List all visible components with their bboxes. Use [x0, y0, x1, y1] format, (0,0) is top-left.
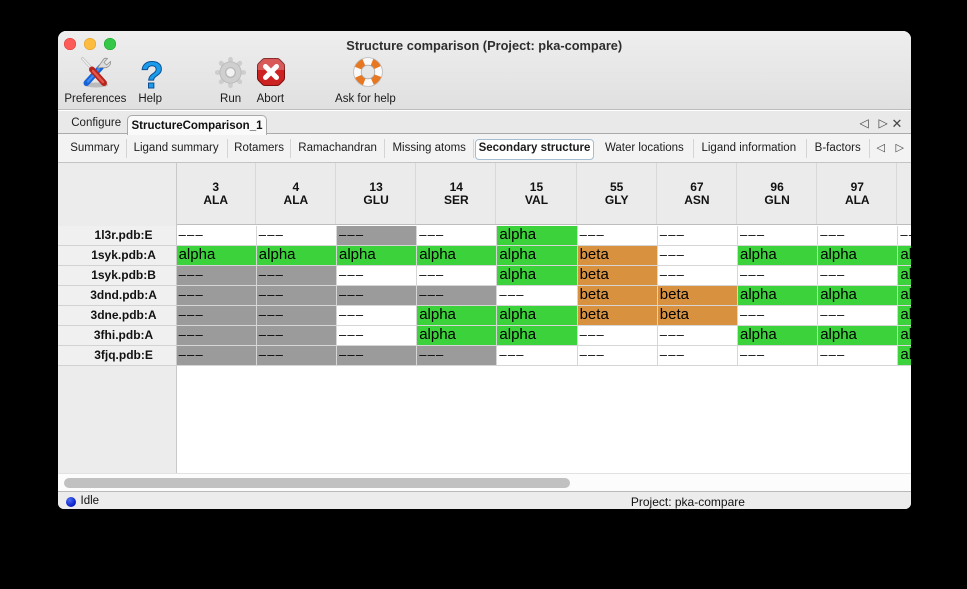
- svg-text:?: ?: [140, 55, 163, 95]
